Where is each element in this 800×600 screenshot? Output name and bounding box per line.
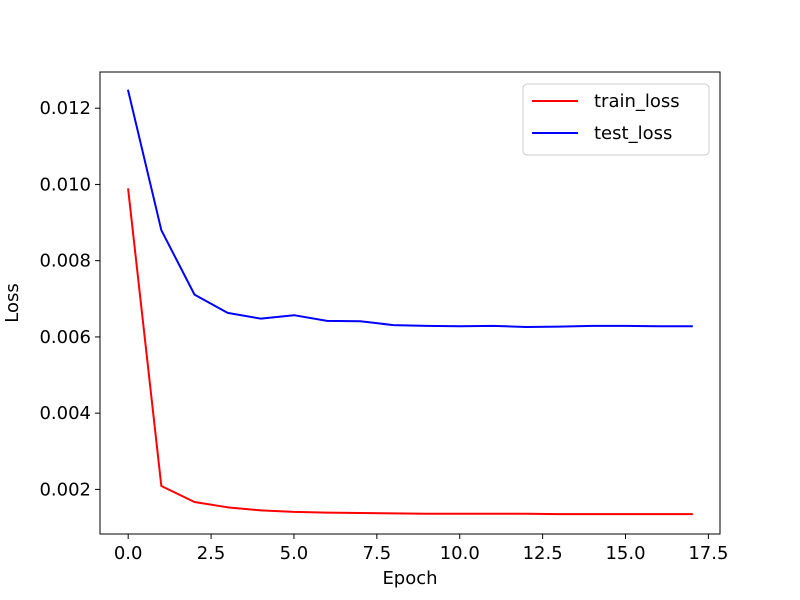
y-axis-label: Loss bbox=[2, 283, 23, 322]
x-tick-label: 10.0 bbox=[440, 543, 480, 564]
y-tick-label: 0.010 bbox=[39, 174, 91, 195]
y-tick-label: 0.008 bbox=[39, 251, 91, 272]
y-tick-label: 0.004 bbox=[39, 403, 91, 424]
x-tick-label: 5.0 bbox=[280, 543, 309, 564]
x-tick-label: 7.5 bbox=[363, 543, 392, 564]
x-tick-label: 17.5 bbox=[688, 543, 728, 564]
x-tick-label: 0.0 bbox=[114, 543, 143, 564]
axes-frame bbox=[99, 71, 721, 535]
axes-border bbox=[99, 71, 721, 535]
x-tick-label: 2.5 bbox=[197, 543, 226, 564]
legend-label-train-loss: train_loss bbox=[594, 91, 680, 112]
y-axis-ticks: 0.002 0.004 0.006 0.008 0.010 0.012 bbox=[39, 98, 100, 500]
x-tick-label: 12.5 bbox=[523, 543, 563, 564]
y-tick-label: 0.006 bbox=[39, 327, 91, 348]
series-line-test-loss bbox=[126, 89, 693, 329]
x-tick-label: 15.0 bbox=[605, 543, 645, 564]
y-tick-label: 0.002 bbox=[39, 479, 91, 500]
series-line-train-loss bbox=[127, 188, 693, 516]
x-axis-label: Epoch bbox=[382, 568, 437, 589]
legend: train_loss test_loss bbox=[522, 83, 710, 156]
legend-label-test-loss: test_loss bbox=[594, 123, 672, 144]
series-layer bbox=[126, 89, 693, 516]
x-axis-ticks: 0.0 2.5 5.0 7.5 10.0 12.5 15.0 17.5 bbox=[114, 534, 728, 564]
y-tick-label: 0.012 bbox=[39, 98, 91, 119]
